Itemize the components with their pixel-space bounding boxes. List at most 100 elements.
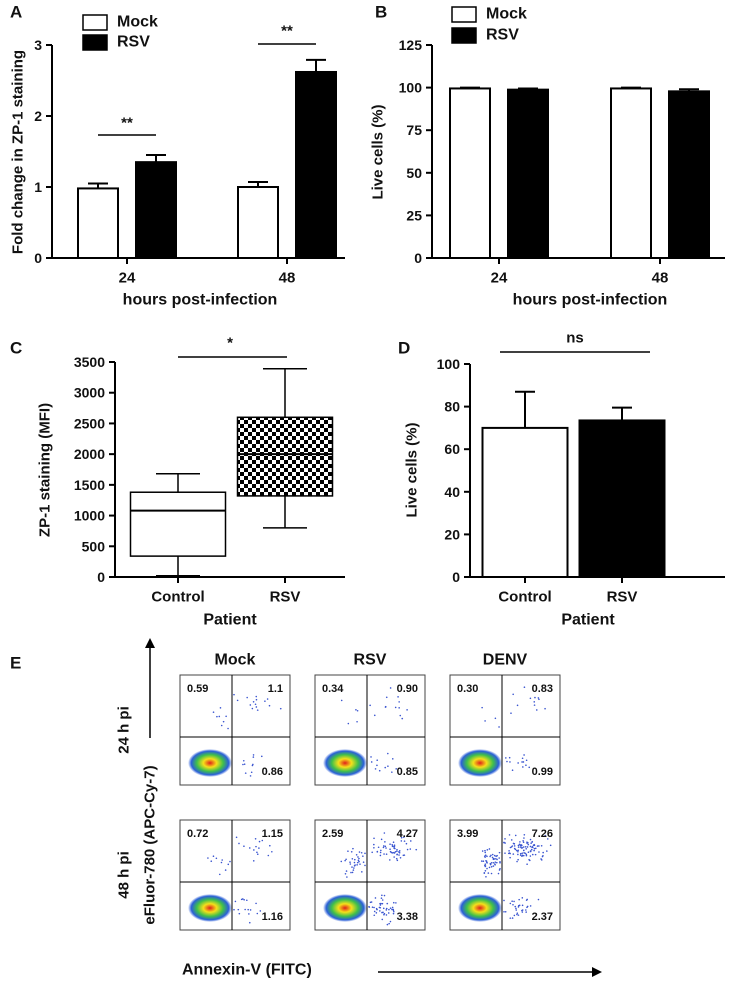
event — [516, 860, 518, 863]
event — [265, 770, 268, 772]
event — [381, 894, 383, 897]
event — [515, 907, 517, 910]
event — [508, 756, 511, 759]
event — [248, 921, 251, 924]
event — [255, 706, 258, 708]
event — [210, 860, 213, 862]
box — [236, 416, 334, 497]
annotation: ** — [281, 23, 293, 40]
event — [515, 909, 518, 911]
event — [509, 902, 512, 905]
event — [493, 854, 496, 857]
event — [485, 859, 487, 862]
x-axis-label: hours post-infection — [123, 292, 278, 309]
event — [258, 840, 261, 843]
event — [244, 772, 247, 774]
event — [218, 873, 221, 876]
quadrant-label: 0.34 — [322, 683, 344, 695]
event — [374, 897, 377, 899]
event — [534, 696, 536, 699]
event — [511, 769, 514, 771]
quadrant-events — [368, 894, 397, 926]
event — [346, 876, 348, 878]
event — [383, 853, 385, 855]
event — [379, 910, 381, 912]
event — [513, 914, 516, 917]
bar — [135, 161, 177, 259]
event — [385, 847, 387, 849]
event — [229, 860, 231, 863]
event — [518, 843, 521, 846]
quadrant-label: 1.15 — [262, 828, 283, 840]
bar — [237, 186, 279, 259]
event — [378, 906, 381, 909]
density-core — [188, 894, 232, 922]
event — [233, 908, 235, 911]
event — [509, 761, 511, 763]
event — [212, 855, 215, 858]
event — [243, 763, 246, 765]
event — [383, 894, 386, 897]
event — [391, 845, 394, 848]
event — [488, 848, 491, 850]
event — [355, 708, 357, 711]
event — [525, 853, 528, 856]
event — [498, 857, 500, 859]
event — [340, 699, 343, 702]
event — [486, 849, 489, 851]
event — [238, 912, 241, 915]
column-header: RSV — [354, 652, 387, 669]
event — [523, 754, 525, 756]
event — [528, 858, 530, 861]
x-tick-label: RSV — [607, 589, 638, 606]
y-tick-label: 3500 — [74, 354, 105, 370]
y-tick-label: 1500 — [74, 477, 105, 493]
event — [519, 852, 522, 855]
event — [360, 851, 363, 854]
event — [486, 867, 488, 870]
event — [521, 904, 524, 907]
y-axis-label: Fold change in ZP-1 staining — [10, 50, 27, 254]
event — [347, 722, 350, 725]
event — [499, 868, 501, 870]
event — [403, 854, 406, 856]
event — [484, 854, 487, 857]
event — [398, 854, 400, 856]
event — [484, 863, 487, 866]
event — [527, 843, 530, 846]
event — [254, 837, 257, 840]
event — [244, 908, 246, 911]
event — [236, 699, 239, 702]
event — [526, 841, 528, 843]
event — [522, 761, 525, 763]
event — [512, 903, 514, 906]
column-header: Mock — [215, 652, 256, 669]
quadrant-label: 0.72 — [187, 828, 208, 840]
event — [527, 851, 530, 854]
event — [387, 912, 390, 914]
event — [518, 898, 520, 901]
event — [252, 700, 255, 703]
event — [221, 859, 224, 861]
event — [349, 861, 351, 863]
event — [521, 855, 523, 858]
event — [380, 838, 383, 841]
event — [220, 861, 223, 864]
event — [521, 909, 524, 911]
arrow-head — [145, 638, 155, 648]
event — [520, 844, 523, 847]
event — [480, 860, 483, 862]
event — [353, 867, 355, 869]
event — [400, 836, 403, 839]
event — [491, 856, 494, 859]
event — [356, 709, 359, 712]
event — [522, 841, 525, 844]
event — [525, 854, 528, 857]
event — [492, 865, 495, 867]
event — [376, 764, 378, 767]
event — [396, 850, 398, 853]
event — [345, 870, 348, 872]
event — [481, 850, 484, 852]
event — [356, 861, 359, 864]
x-tick-label: 48 — [279, 270, 296, 287]
